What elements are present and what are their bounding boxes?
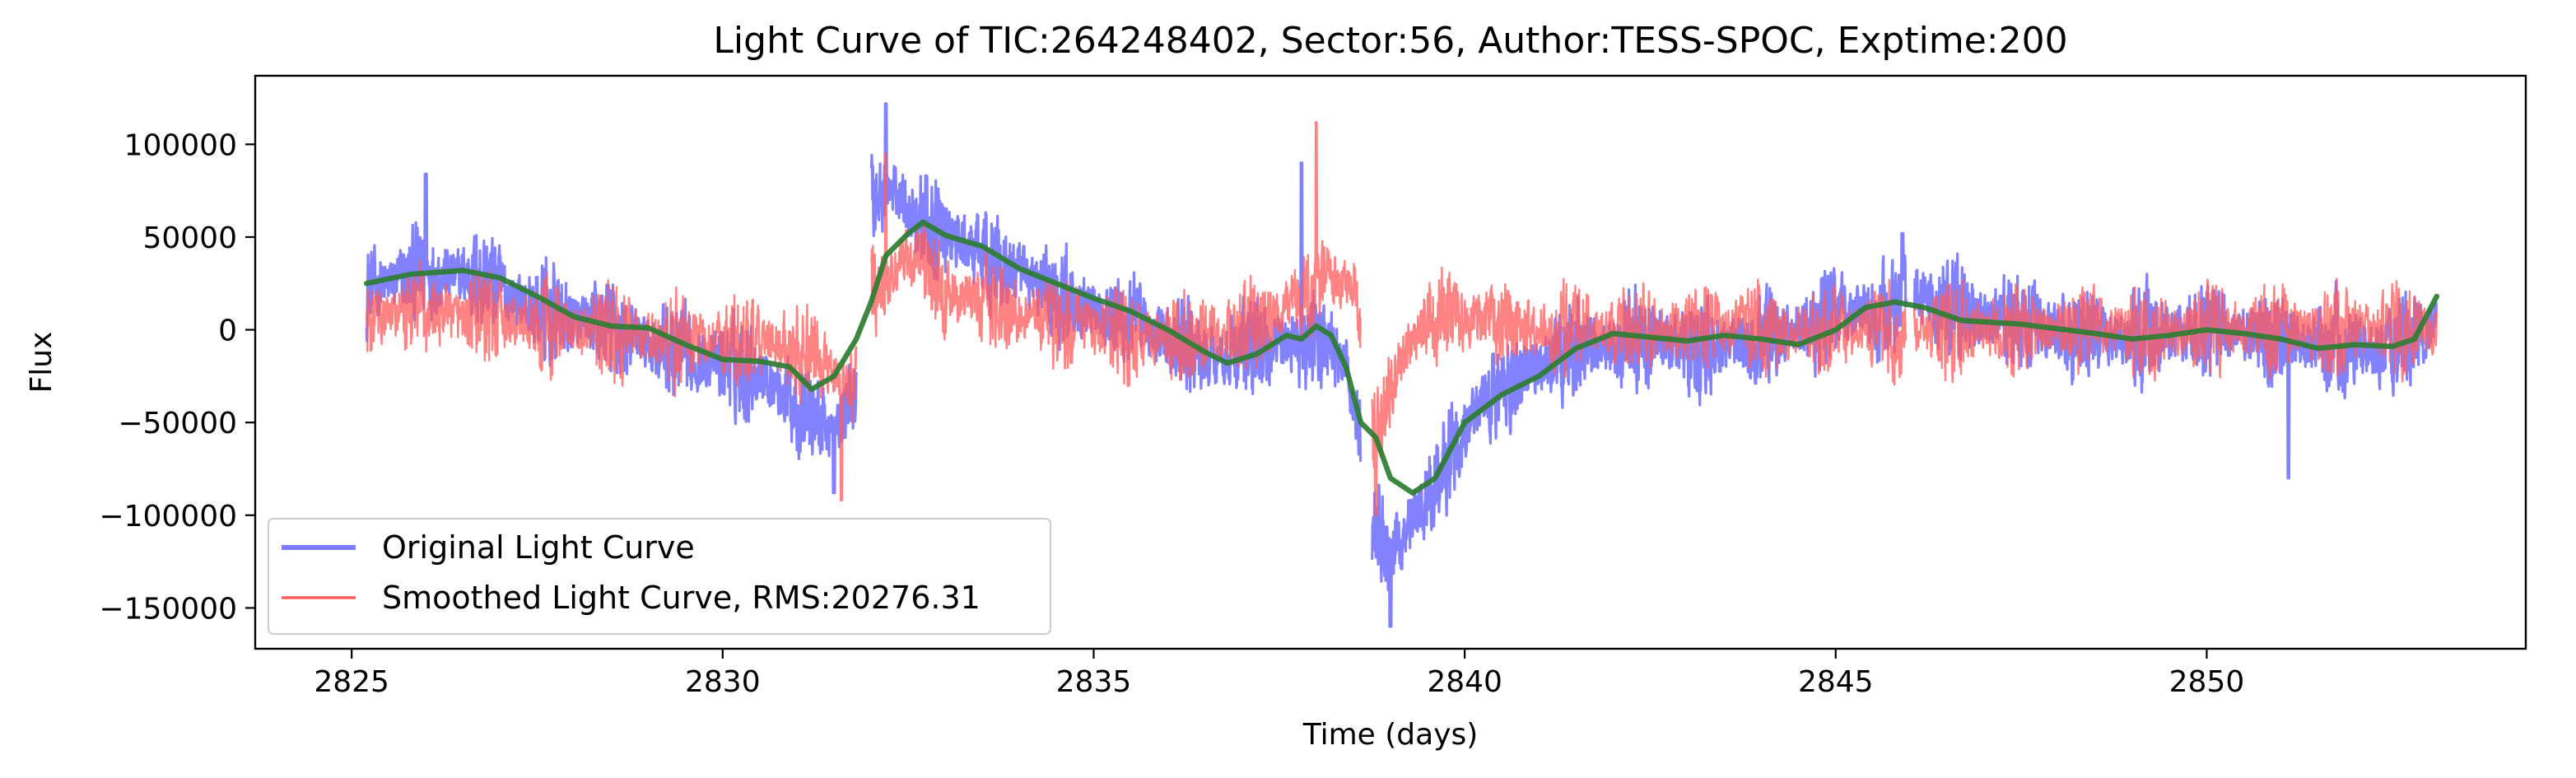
y-tick-label: 0 xyxy=(218,314,237,348)
x-tick-label: 2840 xyxy=(1427,665,1502,699)
x-tick-label: 2830 xyxy=(685,665,761,699)
chart-legend: Original Light Curve Smoothed Light Curv… xyxy=(268,518,1051,635)
x-tick-label: 2845 xyxy=(1798,665,1874,699)
x-axis-ticks: 2825 2830 2835 2840 2845 2850 xyxy=(314,649,2244,699)
y-tick-label: 50000 xyxy=(142,221,237,255)
y-tick-label: −100000 xyxy=(99,500,237,533)
y-tick-label: −50000 xyxy=(118,407,237,440)
plot-frame xyxy=(254,74,2527,650)
x-tick-label: 2835 xyxy=(1056,665,1132,699)
series-layer xyxy=(363,102,2440,628)
series-trend-line xyxy=(363,219,2440,496)
y-axis-label: Flux xyxy=(25,332,58,394)
legend-box xyxy=(268,518,1051,635)
y-axis-ticks: −150000 −100000 −50000 0 50000 100000 xyxy=(99,128,255,626)
legend-label-smoothed: Smoothed Light Curve, RMS:20276.31 xyxy=(382,580,981,616)
x-axis-label: Time (days) xyxy=(1302,718,1479,752)
y-tick-label: −150000 xyxy=(99,592,237,626)
x-tick-label: 2825 xyxy=(314,665,389,699)
chart-title: Light Curve of TIC:264248402, Sector:56,… xyxy=(713,20,2067,62)
y-tick-label: 100000 xyxy=(124,128,237,162)
legend-label-original: Original Light Curve xyxy=(382,529,695,566)
x-tick-label: 2850 xyxy=(2169,665,2245,699)
